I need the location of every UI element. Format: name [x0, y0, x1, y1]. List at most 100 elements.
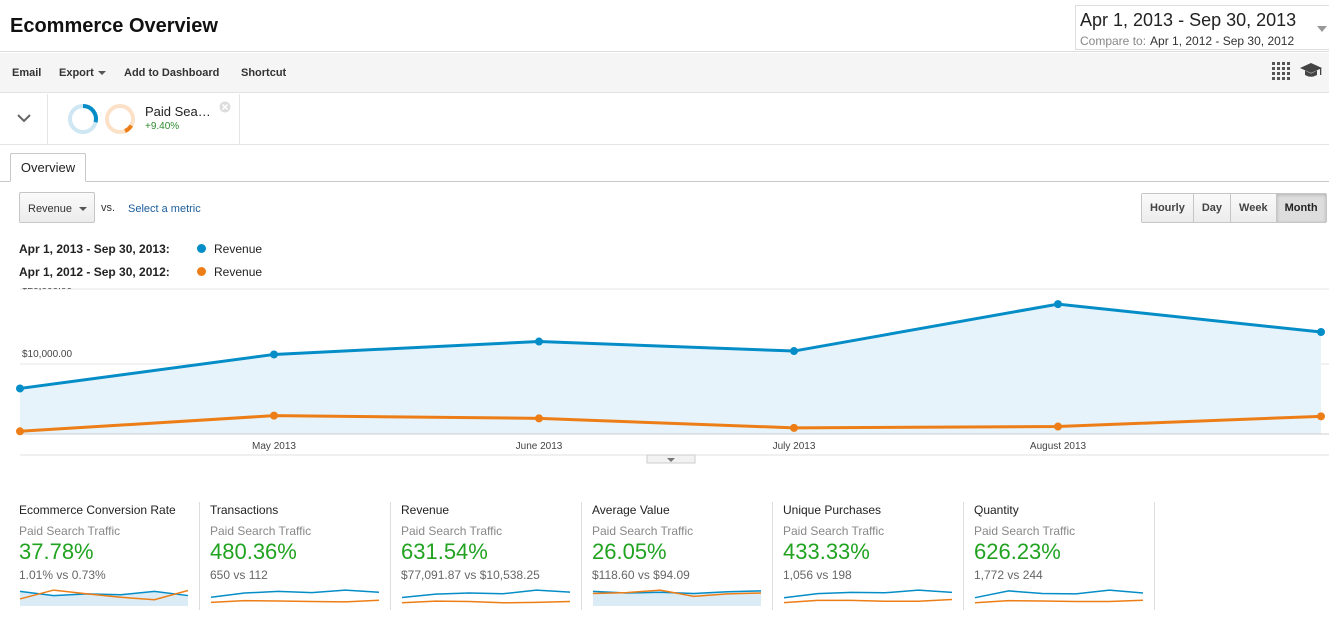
data-point — [1317, 412, 1325, 421]
tab-overview[interactable]: Overview — [10, 153, 86, 182]
segment-rings-icon — [68, 104, 135, 134]
y-tick-label: $20,000.00 — [22, 288, 72, 292]
page-title: Ecommerce Overview — [10, 15, 218, 37]
legend-item-previous: Apr 1, 2012 - Sep 30, 2012: Revenue — [19, 265, 262, 279]
scorecard-segment: Paid Search Traffic — [19, 524, 121, 538]
data-point — [16, 384, 24, 393]
y-tick-label: $10,000.00 — [22, 349, 72, 360]
data-point — [1317, 328, 1325, 336]
scorecard-sparkline — [974, 589, 1144, 604]
tabs-divider — [0, 181, 1329, 182]
scorecard-title: Ecommerce Conversion Rate — [19, 503, 176, 517]
grid-icon[interactable] — [1272, 62, 1290, 80]
close-icon[interactable] — [219, 101, 231, 113]
scorecard-title: Quantity — [974, 503, 1019, 517]
scorecard[interactable]: Revenue Paid Search Traffic 631.54% $77,091… — [391, 502, 582, 610]
spark-line-previous — [210, 599, 380, 604]
scorecard-segment: Paid Search Traffic — [401, 524, 503, 538]
vs-label: vs. — [101, 202, 116, 214]
data-point — [790, 423, 798, 432]
scorecard-segment: Paid Search Traffic — [974, 524, 1076, 538]
legend-name: Revenue — [214, 265, 263, 279]
legend-range: Apr 1, 2013 - Sep 30, 2013: — [19, 242, 170, 256]
graduation-cap-icon[interactable] — [1300, 62, 1322, 80]
legend-name: Revenue — [214, 242, 263, 256]
scorecard-title: Transactions — [210, 503, 279, 517]
series-line-1 — [19, 414, 1322, 433]
add-to-dashboard-button[interactable]: Add to Dashboard — [124, 67, 220, 79]
scorecard-value: 626.23% — [974, 539, 1061, 564]
scorecard[interactable]: Transactions Paid Search Traffic 480.36% 65… — [200, 502, 391, 610]
scorecard-compare: 1,772 vs 244 — [974, 568, 1043, 582]
scorecard-compare: $118.60 vs $94.09 — [592, 568, 690, 582]
data-point — [270, 350, 278, 359]
scorecard[interactable]: Unique Purchases Paid Search Traffic 433.3… — [773, 502, 964, 610]
series-area — [20, 304, 1321, 434]
legend-item-current: Apr 1, 2013 - Sep 30, 2013: Revenue — [19, 242, 262, 256]
metric-select[interactable]: Revenue — [19, 192, 95, 223]
week-button[interactable]: Week — [1231, 194, 1277, 222]
spark-line-current — [974, 589, 1144, 599]
scorecard-sparkline — [210, 589, 380, 604]
granularity-switch: Hourly Day Week Month — [1141, 193, 1327, 223]
scorecard-segment: Paid Search Traffic — [592, 524, 694, 538]
chart-resize-handle — [646, 454, 696, 464]
scorecard-compare: 1.01% vs 0.73% — [19, 568, 106, 582]
select-metric-link[interactable]: Select a metric — [128, 203, 201, 215]
date-range-picker[interactable]: Apr 1, 2013 - Sep 30, 2013 Compare to: Ap… — [1075, 5, 1329, 50]
spark-line-current — [783, 589, 953, 599]
spark-line-previous — [19, 589, 189, 601]
email-button[interactable]: Email — [12, 67, 42, 79]
month-button[interactable]: Month — [1276, 194, 1326, 222]
scorecard-compare: 650 vs 112 — [210, 568, 268, 582]
spark-line-previous — [592, 589, 762, 598]
x-tick-label: August 2013 — [1030, 441, 1087, 452]
caret-down-icon — [97, 71, 106, 76]
scorecard-value: 480.36% — [210, 539, 297, 564]
scorecard-sparkline — [783, 589, 953, 604]
segment-name: Paid Sea… — [145, 104, 211, 119]
chevron-down-icon — [17, 114, 31, 123]
scorecard-sparkline — [401, 589, 571, 604]
hourly-button[interactable]: Hourly — [1142, 194, 1194, 222]
scorecard-value: 631.54% — [401, 539, 488, 564]
scorecard[interactable]: Ecommerce Conversion Rate Paid Search Tra… — [9, 502, 200, 610]
spark-line-previous — [783, 598, 953, 604]
scorecard-value: 433.33% — [783, 539, 870, 564]
legend-range: Apr 1, 2012 - Sep 30, 2012: — [19, 265, 170, 279]
x-tick-label: June 2013 — [516, 441, 563, 452]
data-point — [535, 414, 543, 423]
page-header: Ecommerce Overview Apr 1, 2013 - Sep 30,… — [0, 0, 1329, 52]
scorecard-segment: Paid Search Traffic — [783, 524, 885, 538]
spark-area — [20, 591, 188, 606]
export-button[interactable]: Export — [59, 67, 106, 79]
scorecard-title: Revenue — [401, 503, 450, 517]
data-point — [1054, 300, 1062, 309]
scorecard[interactable]: Average Value Paid Search Traffic 26.05% $1… — [582, 502, 773, 610]
day-button[interactable]: Day — [1193, 194, 1232, 222]
revenue-chart: $10,000.00 $20,000.00 May 2013 June 2013 Jul… — [16, 288, 1329, 464]
legend-dot — [197, 244, 206, 254]
scorecard[interactable]: Quantity Paid Search Traffic 626.23% 1,772 … — [964, 502, 1155, 610]
chevron-down-icon — [1317, 26, 1327, 32]
report-toolbar: Email Export Add to Dashboard Shortcut — [0, 53, 1329, 93]
scorecard-value: 37.78% — [19, 539, 94, 564]
scorecard-compare: $77,091.87 vs $10,538.25 — [401, 568, 540, 582]
caret-down-icon — [79, 207, 87, 211]
segment-toggle[interactable] — [0, 94, 48, 144]
data-point — [790, 347, 798, 356]
x-tick-label: May 2013 — [252, 441, 296, 452]
data-point — [1054, 422, 1062, 431]
scorecard-segment: Paid Search Traffic — [210, 524, 312, 538]
compare-range-row: Compare to: Apr 1, 2012 - Sep 30, 2012 — [1080, 34, 1294, 48]
segment-card[interactable]: Paid Sea… +9.40% — [49, 94, 240, 144]
data-point — [270, 411, 278, 420]
shortcut-button[interactable]: Shortcut — [241, 67, 287, 79]
data-point — [16, 427, 24, 436]
segment-bar: Paid Sea… +9.40% — [0, 94, 1329, 145]
export-label: Export — [59, 67, 94, 79]
series-line-0 — [19, 302, 1322, 390]
compare-label: Compare to: — [1080, 34, 1147, 48]
scorecard-sparkline — [592, 589, 762, 606]
spark-line-previous — [401, 600, 571, 604]
